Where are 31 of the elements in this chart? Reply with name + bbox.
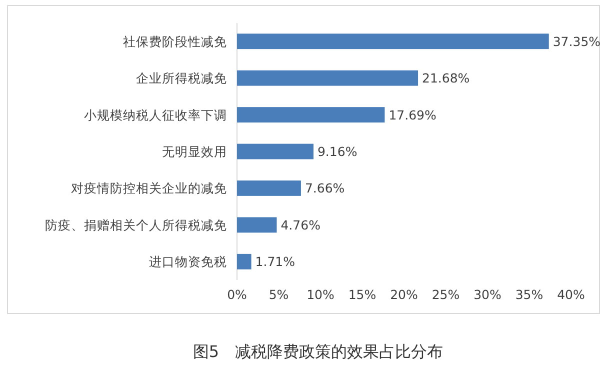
x-tick-label: 15% (348, 287, 376, 302)
bar (237, 217, 277, 233)
bar (237, 107, 385, 122)
x-tick-label: 20% (390, 287, 418, 302)
data-label: 9.16% (317, 144, 358, 159)
data-label: 37.35% (552, 34, 601, 49)
x-tick-label: 25% (432, 287, 460, 302)
data-label: 7.66% (304, 180, 345, 196)
bar (237, 254, 252, 270)
x-tick-label: 10% (306, 287, 335, 302)
y-tick-label: 防疫、捐赠相关个人所得税减免 (45, 217, 227, 232)
x-tick-label: 0% (227, 287, 248, 302)
bar (237, 144, 314, 160)
caption: 图5 减税降费政策的效果占比分布 (192, 342, 444, 361)
x-tick-label: 40% (557, 287, 586, 302)
bar (237, 180, 301, 196)
data-label: 17.69% (388, 107, 436, 122)
x-tick-label: 30% (474, 287, 502, 302)
data-label: 4.76% (280, 217, 321, 232)
y-tick-label: 企业所得税减免 (136, 70, 227, 86)
x-tick-label: 35% (515, 287, 544, 302)
data-label: 1.71% (255, 254, 296, 270)
x-tick-label: 5% (268, 287, 289, 302)
y-tick-label: 无明显效用 (162, 144, 227, 159)
bar (237, 34, 549, 50)
y-tick-label: 进口物资免税 (149, 254, 227, 270)
bar (237, 70, 418, 86)
y-tick-label: 小规模纳税人征收率下调 (84, 107, 227, 122)
y-tick-label: 社保费阶段性减免 (123, 34, 227, 49)
y-tick-label: 对疫情防控相关企业的减免 (71, 180, 227, 196)
data-label: 21.68% (422, 70, 470, 86)
